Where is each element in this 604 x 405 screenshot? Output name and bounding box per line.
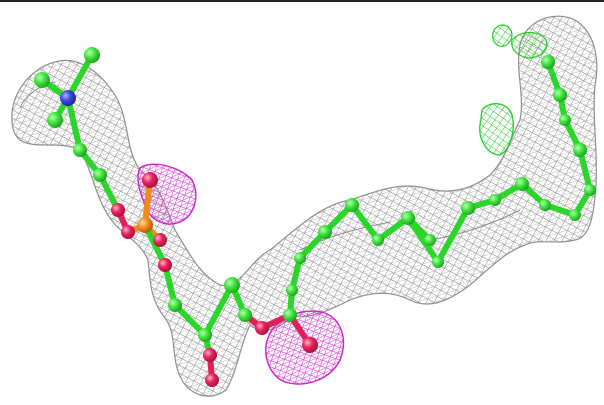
oxygen-atom (158, 258, 172, 272)
nitrogen-atom (60, 90, 76, 106)
oxygen-atom (142, 172, 158, 188)
top-border-line (0, 0, 604, 2)
carbon-atom (584, 184, 596, 196)
carbon-atom (34, 72, 50, 88)
carbon-atom (286, 284, 298, 296)
carbon-atom (489, 194, 501, 206)
carbon-atom (224, 277, 240, 293)
carbon-atom (318, 225, 332, 239)
carbon-atom (238, 308, 252, 322)
carbon-atom (294, 252, 306, 264)
carbon-atom (461, 201, 475, 215)
carbon-atom (47, 112, 63, 128)
carbon-atom (539, 199, 551, 211)
oxygen-atom (205, 373, 219, 387)
carbon-atom (573, 143, 587, 157)
oxygen-atom (111, 203, 125, 217)
oxygen-atom (203, 348, 217, 362)
carbon-atom (372, 234, 384, 246)
oxygen-atom (153, 233, 167, 247)
carbon-atom (198, 328, 212, 342)
carbon-atom (168, 298, 182, 312)
electron-density-mesh (11, 15, 598, 397)
carbon-atom (283, 308, 297, 322)
carbon-atom (541, 55, 555, 69)
oxygen-atom (121, 225, 135, 239)
carbon-atom (553, 88, 567, 102)
carbon-atom (401, 211, 415, 225)
positive-difference-density (479, 24, 548, 156)
carbon-atom (84, 47, 100, 63)
carbon-atom (73, 143, 87, 157)
carbon-atom (515, 177, 529, 191)
carbon-atom (93, 168, 107, 182)
carbon-atom (424, 234, 436, 246)
oxygen-atom (255, 321, 269, 335)
oxygen-atom (302, 337, 318, 353)
carbon-atom (432, 256, 444, 268)
carbon-atom (569, 209, 581, 221)
carbon-atom (345, 198, 359, 212)
atoms (34, 47, 596, 387)
phosphorus-atom (137, 217, 153, 233)
carbon-atom (559, 114, 571, 126)
